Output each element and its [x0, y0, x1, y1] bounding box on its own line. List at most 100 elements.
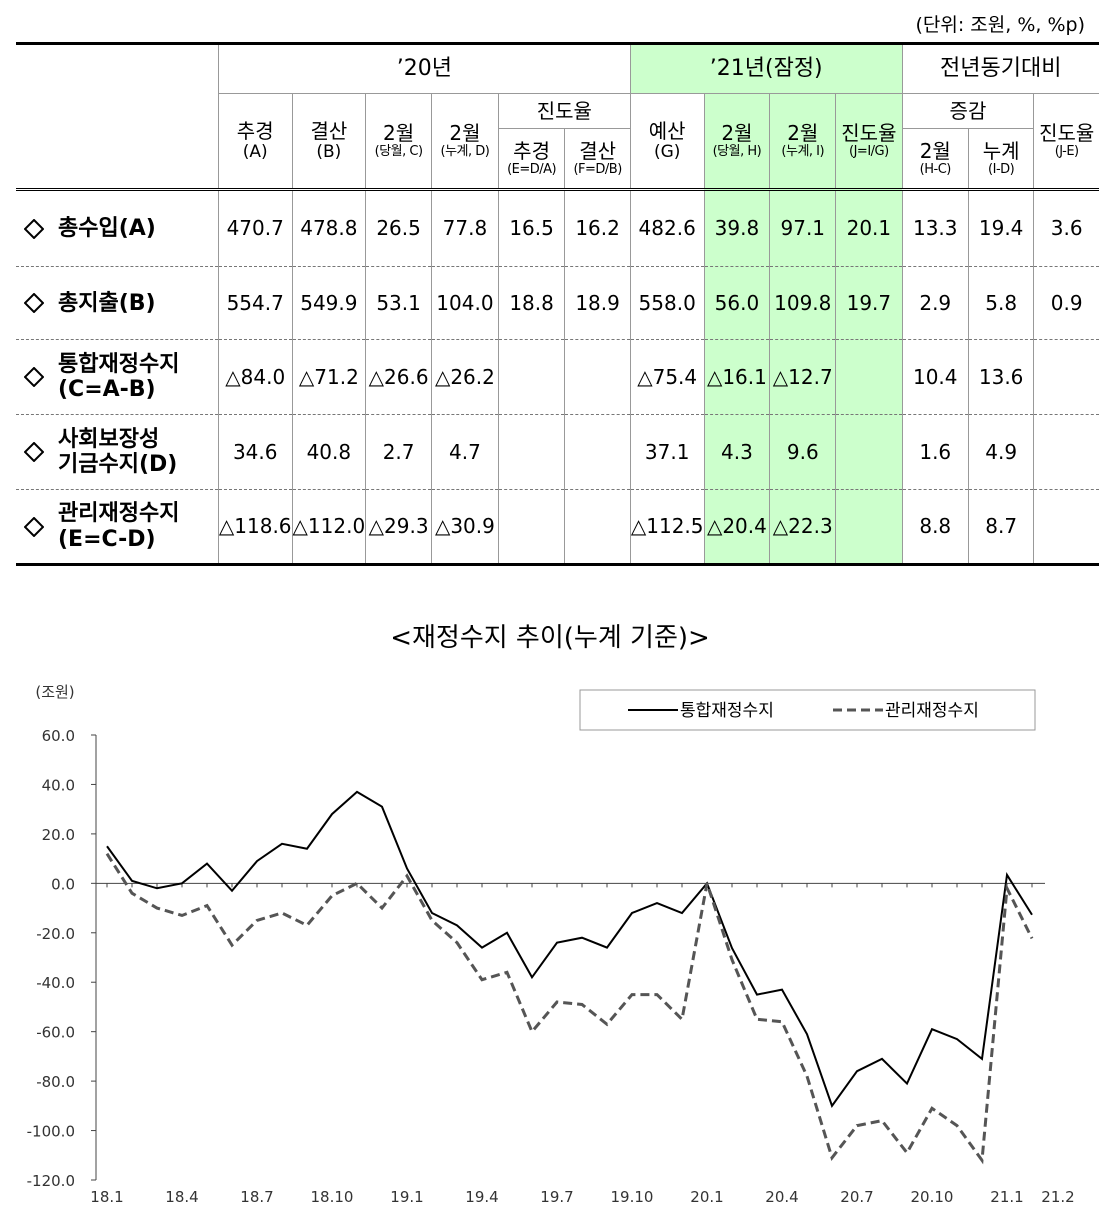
column-label: 2월: [721, 121, 753, 146]
column-note: (누계, D): [440, 144, 490, 160]
cell: 13.3: [901, 188, 969, 267]
data-row: 관리재정수지 (E=C-D) △118.6 △112.0 △29.3 △30.9 △112.…: [16, 489, 1099, 566]
column-note: (G): [653, 141, 681, 162]
cell: 5.8: [967, 266, 1035, 340]
cell: △12.7: [769, 339, 837, 415]
empty-cell: [497, 414, 566, 490]
empty-cell: [835, 414, 903, 490]
cell: 549.9: [291, 266, 367, 340]
legend-label: 통합재정수지: [680, 701, 774, 721]
column-label: 추경: [236, 118, 274, 143]
x-tick-label: 18.7: [240, 1188, 273, 1206]
group-header: 전년동기대비: [901, 42, 1099, 94]
cell: △20.4: [703, 489, 771, 566]
column-note: (F=D/B): [573, 161, 622, 177]
cell: 4.3: [703, 414, 771, 490]
column-header: 추경 (A): [218, 93, 293, 190]
y-tick-label: -100.0: [27, 1123, 75, 1141]
row-label: 총수입(A): [16, 188, 219, 267]
cell: 558.0: [629, 266, 705, 340]
cell: △75.4: [629, 339, 705, 415]
cell: 3.6: [1033, 188, 1099, 267]
cell: 9.6: [769, 414, 837, 490]
column-header: 2월 (당월, H): [703, 93, 771, 190]
group-header: ’21년(잠정): [629, 42, 903, 94]
column-header: 2월 (누계, I): [769, 93, 837, 190]
column-header: 2월 (H-C): [901, 128, 969, 190]
empty-cell: [564, 414, 631, 490]
data-row: 총지출(B) 554.7 549.9 53.1 104.0 18.8 18.9 558.0 56…: [16, 266, 1099, 340]
cell: 482.6: [629, 188, 705, 267]
row-label: 관리재정수지 (E=C-D): [16, 489, 219, 566]
column-note: (J-E): [1054, 144, 1079, 160]
cell: 0.9: [1033, 266, 1099, 340]
cell: 18.8: [497, 266, 566, 340]
subgroup-header: 증감: [901, 93, 1035, 129]
cell: 10.4: [901, 339, 969, 415]
y-axis-label: (조원): [35, 683, 74, 701]
row-label-line: 총수입(A): [58, 216, 156, 242]
chart-title: <재정수지 추이(누계 기준)>: [390, 623, 710, 653]
corner-cell: [16, 42, 219, 190]
cell: 39.8: [703, 188, 771, 267]
empty-cell: [564, 489, 631, 566]
row-label-text: 총수입(A): [58, 216, 156, 241]
cell: 18.9: [564, 266, 631, 340]
x-tick-label: 21.2: [1041, 1188, 1074, 1206]
cell: △112.5: [629, 489, 705, 566]
empty-cell: [835, 339, 903, 415]
data-row: 총수입(A) 470.7 478.8 26.5 77.8 16.5 16.2 482.6 39.…: [16, 188, 1099, 267]
x-tick-label: 19.1: [390, 1188, 423, 1206]
x-tick-label: 19.10: [611, 1188, 654, 1206]
line-series: [105, 852, 1034, 1165]
empty-cell: [1033, 489, 1099, 566]
column-label: 진도율: [1039, 121, 1095, 146]
cell: △26.6: [365, 339, 433, 415]
subgroup-header: 진도율: [497, 93, 631, 129]
column-header: 결산 (F=D/B): [564, 128, 631, 190]
row-label-line: 총지출(B): [58, 290, 156, 316]
column-label: 진도율: [841, 121, 897, 146]
cell: 2.7: [365, 414, 433, 490]
cell: 4.7: [431, 414, 499, 490]
empty-cell: [564, 339, 631, 415]
cell: 40.8: [291, 414, 367, 490]
y-tick-label: -80.0: [36, 1073, 75, 1091]
row-label: 사회보장성 기금수지(D): [16, 414, 219, 490]
data-row: 사회보장성 기금수지(D) 34.6 40.8 2.7 4.7 37.1 4.3 9.6 1.6 4…: [16, 414, 1099, 490]
cell: 37.1: [629, 414, 705, 490]
cell: 554.7: [217, 266, 293, 340]
group-header: ’20년: [217, 42, 631, 94]
x-tick-label: 20.4: [765, 1188, 798, 1206]
cell: 26.5: [365, 188, 433, 267]
empty-cell: [497, 489, 566, 566]
column-header: 누계 (I-D): [967, 128, 1035, 190]
column-header: 결산 (B): [291, 93, 367, 190]
row-label-text: 통합재정수지 (C=A-B): [58, 352, 179, 403]
row-label-line: (C=A-B): [58, 377, 156, 402]
column-label: 2월: [787, 121, 819, 146]
row-label-text: 관리재정수지 (E=C-D): [58, 501, 179, 552]
diamond-icon: [24, 442, 44, 462]
column-label: 2월: [919, 138, 951, 163]
line-series: [106, 790, 1033, 1108]
column-header: 2월 (누계, D): [431, 93, 499, 190]
cell: 16.2: [564, 188, 631, 267]
column-header: 추경 (E=D/A): [498, 128, 566, 190]
cell: 8.7: [967, 489, 1035, 566]
cell: △22.3: [769, 489, 837, 566]
column-label: 결산: [310, 118, 348, 143]
cell: 13.6: [967, 339, 1035, 415]
y-tick-label: 40.0: [42, 776, 75, 794]
cell: △84.0: [217, 339, 293, 415]
cell: 34.6: [217, 414, 293, 490]
row-label-text: 총지출(B): [58, 291, 156, 316]
y-tick-label: -40.0: [36, 974, 75, 992]
x-tick-label: 18.1: [90, 1188, 123, 1206]
row-label-line: (E=C-D): [58, 526, 156, 552]
y-tick-label: 60.0: [42, 727, 75, 745]
cell: 16.5: [497, 188, 566, 267]
x-tick-label: 20.10: [911, 1188, 954, 1206]
column-label: 예산: [648, 118, 686, 143]
